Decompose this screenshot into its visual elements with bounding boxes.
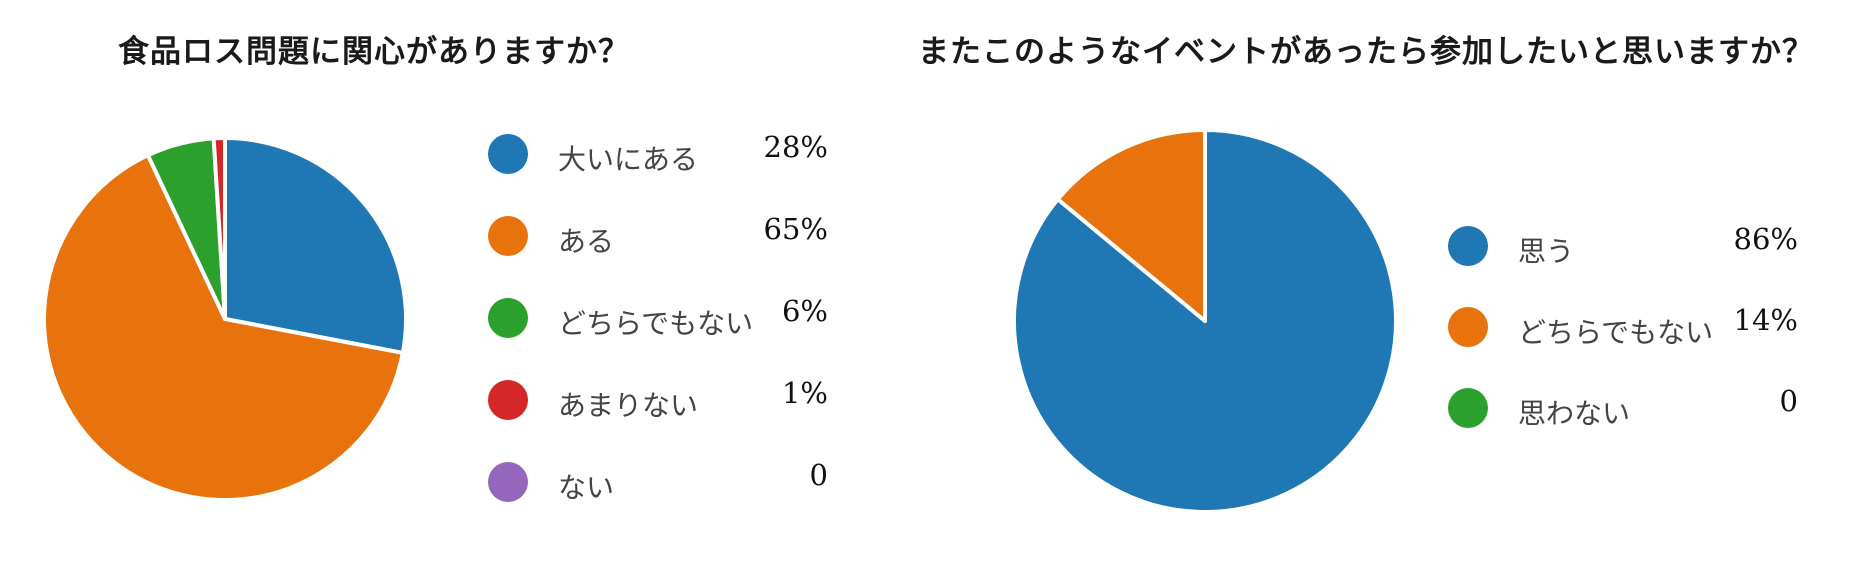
legend-swatch	[488, 298, 528, 338]
legend-value: 1%	[781, 376, 828, 410]
pie-slice-4	[211, 136, 227, 321]
pie-plot	[1012, 128, 1398, 514]
legend-swatch	[488, 134, 528, 174]
pie-plot	[42, 136, 408, 502]
pie-slice-1	[223, 136, 408, 355]
pie-slice-2	[1055, 128, 1207, 323]
legend-label: どちらでもない	[1518, 316, 1714, 349]
legend-value: 6%	[781, 294, 828, 328]
legend-swatch	[488, 380, 528, 420]
legend-value: 65%	[763, 212, 828, 246]
interest-pie-chart: 食品ロス問題に関心がありますか？ 大いにある 28% ある 65% どちらでもない 6% あ…	[0, 0, 900, 564]
legend-value: 28%	[763, 130, 828, 164]
participation-pie-chart: またこのようなイベントがあったら参加したいと思いますか？ 思う 86% どちらでもな…	[900, 0, 1872, 564]
legend-value: 86%	[1733, 222, 1798, 256]
legend-label: どちらでもない	[558, 307, 754, 340]
legend-label: ある	[558, 225, 615, 258]
legend-swatch	[1448, 388, 1488, 428]
legend-swatch	[1448, 307, 1488, 347]
legend-swatch	[488, 462, 528, 502]
legend-label: 思う	[1518, 235, 1575, 268]
legend-value: 14%	[1733, 303, 1798, 337]
pie-slice-2	[42, 153, 405, 502]
chart-title: 食品ロス問題に関心がありますか？	[118, 34, 630, 70]
legend-label: 思わない	[1518, 397, 1631, 430]
legend-label: あまりない	[558, 389, 699, 422]
legend-label: 大いにある	[558, 143, 699, 176]
legend-label: ない	[558, 471, 615, 504]
legend-value: 0	[1779, 384, 1798, 418]
legend-value: 0	[809, 458, 828, 492]
legend-swatch	[1448, 226, 1488, 266]
chart-title: またこのようなイベントがあったら参加したいと思いますか？	[918, 34, 1814, 70]
legend-swatch	[488, 216, 528, 256]
